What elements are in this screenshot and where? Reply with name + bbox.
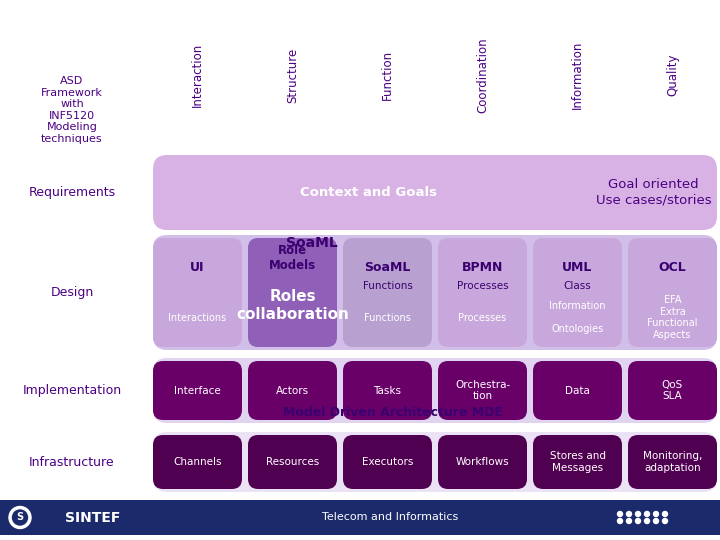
Text: Interactions: Interactions	[168, 313, 227, 322]
Text: Processes: Processes	[459, 313, 507, 322]
Text: Information

Ontologies: Information Ontologies	[549, 301, 606, 334]
Text: BPMN: BPMN	[462, 261, 503, 274]
Circle shape	[626, 511, 631, 516]
Text: Interaction: Interaction	[191, 43, 204, 107]
Text: Executors: Executors	[362, 457, 413, 467]
Text: UML: UML	[562, 261, 593, 274]
FancyBboxPatch shape	[438, 238, 527, 347]
Circle shape	[654, 511, 659, 516]
Text: Resources: Resources	[266, 457, 319, 467]
Text: SoaML: SoaML	[286, 236, 338, 250]
Text: EFA
Extra
Functional
Aspects: EFA Extra Functional Aspects	[647, 295, 698, 340]
Circle shape	[12, 510, 27, 525]
FancyBboxPatch shape	[153, 238, 242, 347]
Text: Implementation: Implementation	[22, 384, 122, 397]
FancyBboxPatch shape	[628, 435, 717, 489]
Circle shape	[654, 518, 659, 523]
Circle shape	[644, 518, 649, 523]
Text: ASD
Framework
with
INF5120
Modeling
techniques: ASD Framework with INF5120 Modeling tech…	[41, 76, 103, 144]
FancyBboxPatch shape	[153, 358, 717, 423]
Circle shape	[618, 511, 623, 516]
Text: SINTEF: SINTEF	[65, 510, 120, 524]
FancyBboxPatch shape	[628, 361, 717, 420]
Text: QoS
SLA: QoS SLA	[662, 380, 683, 401]
Circle shape	[626, 518, 631, 523]
FancyBboxPatch shape	[153, 235, 717, 350]
Text: Processes: Processes	[456, 281, 508, 291]
Text: Context and Goals: Context and Goals	[300, 186, 437, 199]
FancyBboxPatch shape	[533, 435, 622, 489]
FancyBboxPatch shape	[438, 435, 527, 489]
Text: Tasks: Tasks	[374, 386, 402, 395]
FancyBboxPatch shape	[153, 435, 242, 489]
Circle shape	[636, 511, 641, 516]
Text: S: S	[17, 512, 24, 523]
Text: Model Driven Architecture MDE: Model Driven Architecture MDE	[282, 407, 503, 420]
Text: Stores and
Messages: Stores and Messages	[549, 451, 606, 473]
Text: Actors: Actors	[276, 386, 309, 395]
FancyBboxPatch shape	[248, 238, 337, 347]
FancyBboxPatch shape	[533, 361, 622, 420]
FancyBboxPatch shape	[628, 238, 717, 347]
FancyBboxPatch shape	[248, 361, 337, 420]
FancyBboxPatch shape	[153, 155, 717, 230]
Text: Telecom and Informatics: Telecom and Informatics	[322, 512, 458, 523]
Circle shape	[662, 518, 667, 523]
FancyBboxPatch shape	[153, 361, 242, 420]
Circle shape	[618, 518, 623, 523]
Text: Structure: Structure	[286, 48, 299, 103]
Text: Interface: Interface	[174, 386, 221, 395]
FancyBboxPatch shape	[153, 432, 717, 492]
Text: SoaML: SoaML	[364, 261, 410, 274]
Text: Channels: Channels	[174, 457, 222, 467]
Text: Data: Data	[565, 386, 590, 395]
FancyBboxPatch shape	[343, 435, 432, 489]
Text: Workflows: Workflows	[456, 457, 509, 467]
Text: UI: UI	[190, 261, 204, 274]
Text: Roles
collaboration: Roles collaboration	[236, 289, 349, 322]
Text: Quality: Quality	[666, 54, 679, 96]
Text: OCL: OCL	[659, 261, 686, 274]
Text: Functions: Functions	[364, 313, 411, 322]
Text: Design: Design	[50, 286, 94, 299]
Text: Coordination: Coordination	[476, 37, 489, 113]
FancyBboxPatch shape	[438, 361, 527, 420]
Text: Information: Information	[571, 41, 584, 109]
Text: Role
Models: Role Models	[269, 244, 316, 272]
Circle shape	[644, 511, 649, 516]
FancyBboxPatch shape	[533, 238, 622, 347]
FancyBboxPatch shape	[0, 500, 720, 535]
Text: Goal oriented
Use cases/stories: Goal oriented Use cases/stories	[595, 179, 711, 206]
Circle shape	[9, 507, 31, 529]
Text: Monitoring,
adaptation: Monitoring, adaptation	[643, 451, 702, 473]
Circle shape	[636, 518, 641, 523]
FancyBboxPatch shape	[343, 361, 432, 420]
FancyBboxPatch shape	[248, 435, 337, 489]
Text: Requirements: Requirements	[28, 186, 116, 199]
Text: Functions: Functions	[363, 281, 413, 291]
Text: Infrastructure: Infrastructure	[30, 456, 114, 469]
Text: Class: Class	[564, 281, 591, 291]
Text: Orchestra-
tion: Orchestra- tion	[455, 380, 510, 401]
FancyBboxPatch shape	[343, 238, 432, 347]
Text: Function: Function	[381, 50, 394, 100]
Circle shape	[662, 511, 667, 516]
